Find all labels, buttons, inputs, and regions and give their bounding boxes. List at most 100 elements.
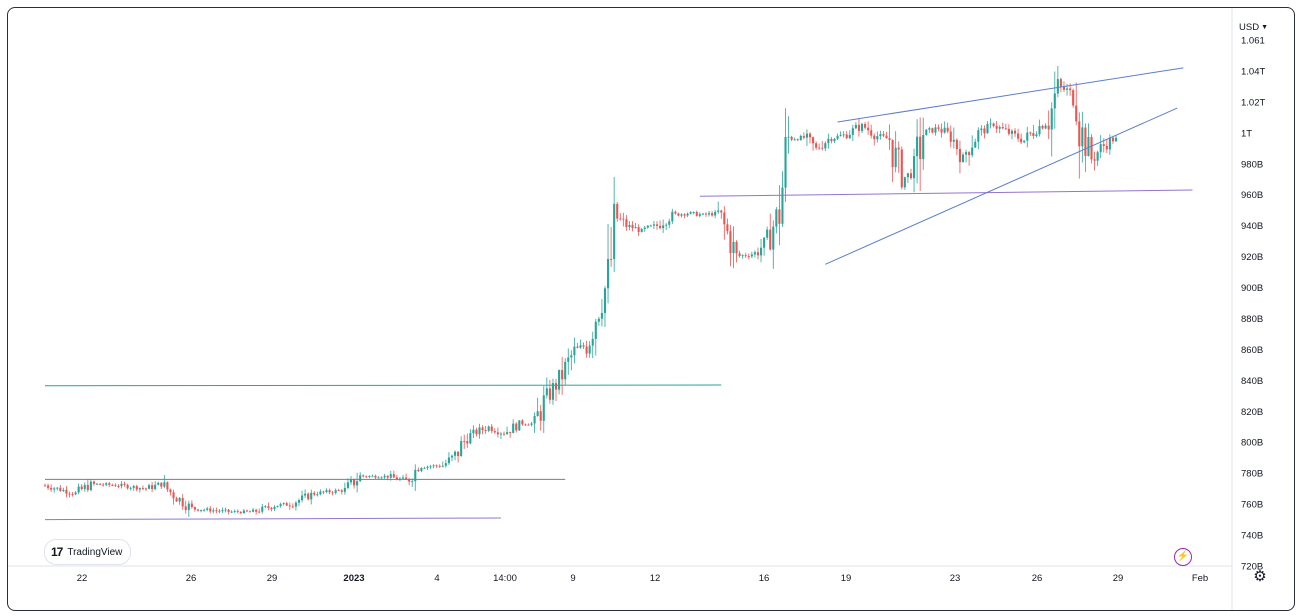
candle-body bbox=[530, 423, 533, 425]
candle-body bbox=[395, 477, 398, 480]
candle-body bbox=[506, 432, 509, 434]
candle-body bbox=[374, 475, 377, 478]
candle-body bbox=[968, 152, 971, 156]
candle-body bbox=[1017, 133, 1020, 139]
candle bbox=[193, 506, 196, 512]
candle bbox=[190, 500, 193, 509]
candle-body bbox=[1078, 121, 1081, 147]
candle-body bbox=[469, 433, 472, 444]
candle-body bbox=[435, 465, 438, 467]
candle bbox=[992, 122, 995, 128]
candle bbox=[233, 509, 236, 513]
candle-body bbox=[946, 127, 949, 132]
candle bbox=[276, 505, 279, 508]
candle-body bbox=[151, 485, 154, 489]
tradingview-logo[interactable]: 17 TradingView bbox=[44, 539, 132, 565]
candle bbox=[1044, 123, 1047, 130]
candle-body bbox=[224, 509, 227, 511]
candle-body bbox=[989, 123, 992, 125]
candle bbox=[934, 124, 937, 136]
candle bbox=[43, 483, 47, 487]
candle bbox=[218, 509, 221, 514]
candle bbox=[747, 253, 750, 260]
candle bbox=[239, 510, 242, 515]
candle-body bbox=[665, 224, 668, 226]
candle-body bbox=[420, 468, 423, 472]
candle bbox=[1041, 124, 1044, 130]
trendlines-layer bbox=[44, 67, 1193, 521]
candle bbox=[815, 141, 818, 151]
time-tick-label: 22 bbox=[77, 573, 88, 584]
candle-body bbox=[89, 481, 92, 491]
gear-icon[interactable]: ⚙ bbox=[1253, 568, 1267, 585]
candle-body bbox=[548, 388, 551, 400]
price-tick-label: 980B bbox=[1241, 159, 1263, 170]
price-tick-label: 920B bbox=[1241, 252, 1263, 263]
currency-selector[interactable]: USD ▼ bbox=[1239, 22, 1268, 33]
candle-body bbox=[961, 154, 965, 163]
candle-body bbox=[885, 135, 888, 139]
candle bbox=[120, 481, 123, 489]
candle-body bbox=[1047, 125, 1050, 130]
candle bbox=[873, 133, 876, 146]
candle-body bbox=[117, 486, 120, 488]
candle bbox=[1090, 134, 1093, 164]
candle bbox=[1023, 140, 1026, 144]
candle bbox=[668, 218, 671, 229]
time-tick-label: 26 bbox=[1032, 573, 1043, 584]
candle-body bbox=[698, 214, 701, 216]
candle-body bbox=[215, 510, 218, 512]
candle-body bbox=[99, 483, 102, 485]
candle-body bbox=[132, 486, 135, 488]
price-tick-label: 1T bbox=[1241, 128, 1252, 139]
candle bbox=[793, 137, 796, 141]
candle-body bbox=[860, 124, 864, 131]
candle bbox=[582, 342, 585, 350]
candle-body bbox=[652, 224, 655, 226]
candle-body bbox=[802, 135, 805, 138]
candle-body bbox=[1084, 127, 1087, 156]
candle bbox=[203, 508, 206, 512]
candlestick-chart[interactable]: 1.061 1.04T 1.02T 1T 980B 960B 940B 920B 900B 880… bbox=[8, 8, 1294, 610]
candle bbox=[631, 221, 634, 232]
candle bbox=[414, 464, 417, 491]
candle bbox=[848, 130, 851, 140]
candle bbox=[536, 397, 539, 417]
candle bbox=[707, 210, 711, 217]
price-tick-label: 1.04T bbox=[1241, 66, 1265, 77]
candle-body bbox=[457, 451, 460, 457]
candle-body bbox=[818, 147, 821, 149]
candle bbox=[111, 483, 114, 487]
candle bbox=[178, 496, 181, 505]
candle bbox=[720, 209, 723, 219]
candle-body bbox=[980, 128, 983, 131]
candle-body bbox=[144, 488, 148, 490]
candle-body bbox=[707, 213, 711, 215]
candle-body bbox=[1102, 144, 1105, 146]
lightning-icon[interactable]: ⚡ bbox=[1174, 548, 1192, 566]
candle bbox=[882, 131, 885, 137]
candle-body bbox=[631, 224, 634, 229]
time-tick-label: 4 bbox=[434, 573, 439, 584]
candle bbox=[368, 475, 371, 479]
price-tick-label: 820B bbox=[1241, 407, 1263, 418]
candle bbox=[922, 117, 925, 170]
price-tick-label: 960B bbox=[1241, 190, 1263, 201]
candle-body bbox=[781, 187, 784, 224]
candle-body bbox=[744, 255, 747, 257]
candle bbox=[68, 491, 71, 498]
candle-body bbox=[1075, 105, 1078, 122]
candle bbox=[723, 206, 726, 240]
candle-body bbox=[854, 124, 857, 129]
candle-body bbox=[906, 173, 909, 178]
candle-body bbox=[515, 423, 518, 431]
candle-body bbox=[750, 254, 753, 257]
candle-body bbox=[368, 476, 371, 477]
candle-body bbox=[741, 255, 744, 257]
candle bbox=[154, 481, 157, 491]
candle bbox=[157, 481, 160, 486]
candle-body bbox=[616, 203, 619, 219]
candle bbox=[53, 486, 56, 493]
candle bbox=[50, 484, 53, 493]
candle bbox=[147, 483, 151, 490]
